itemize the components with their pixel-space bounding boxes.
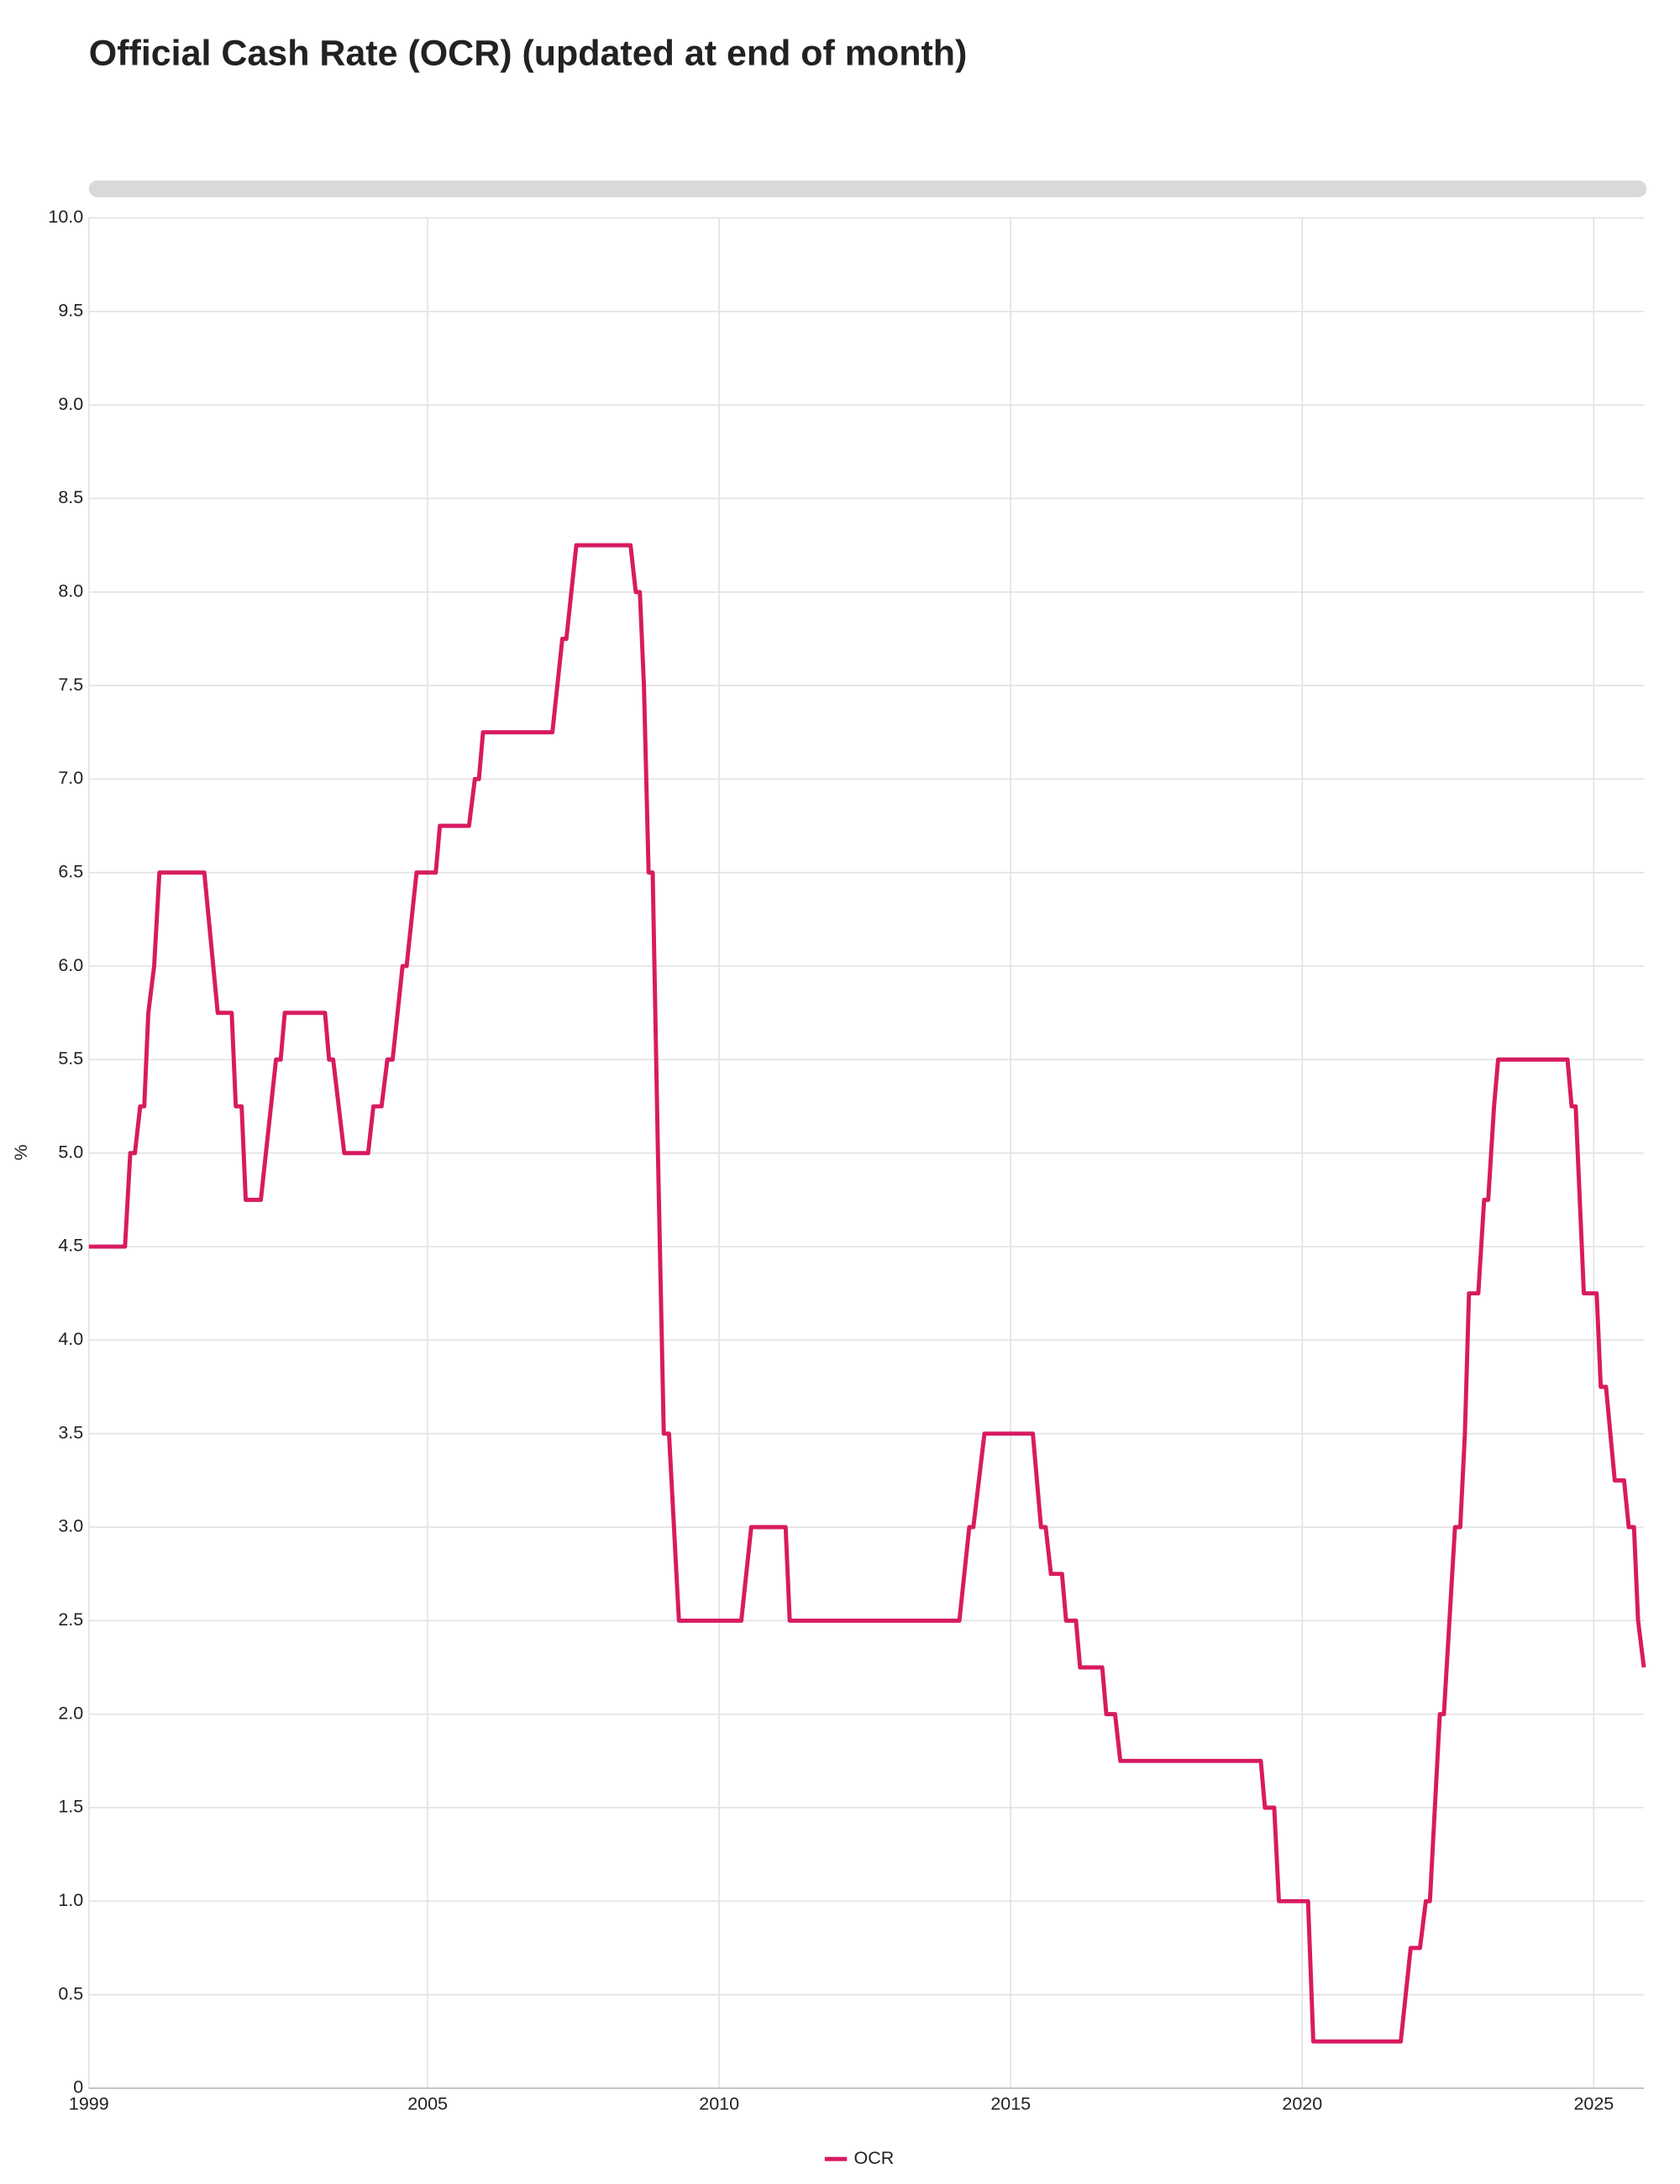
y-tick-label: 5.5 <box>58 1048 83 1068</box>
y-tick-label: 9.0 <box>58 394 83 414</box>
x-tick-label: 2010 <box>699 2093 739 2113</box>
y-tick-label: 9.5 <box>58 300 83 320</box>
y-tick-label: 0.5 <box>58 1983 83 2003</box>
y-tick-label: 1.0 <box>58 1890 83 1910</box>
y-tick-label: 8.0 <box>58 580 83 601</box>
y-tick-label: 7.5 <box>58 675 83 695</box>
y-tick-label: 3.5 <box>58 1422 83 1442</box>
y-tick-label: 4.5 <box>58 1236 83 1256</box>
y-tick-label: 8.5 <box>58 487 83 507</box>
x-tick-label: 2025 <box>1573 2093 1614 2113</box>
x-tick-label: 2020 <box>1282 2093 1322 2113</box>
legend-label: OCR <box>854 2148 895 2168</box>
x-tick-label: 2005 <box>407 2093 448 2113</box>
y-axis-label: % <box>11 1144 31 1160</box>
series-line <box>88 543 1646 2044</box>
x-tick-label: 2015 <box>990 2093 1031 2113</box>
y-tick-label: 1.5 <box>58 1797 83 1817</box>
x-tick-label: 1999 <box>69 2093 109 2113</box>
y-tick-label: 2.0 <box>58 1703 83 1723</box>
y-tick-label: 3.0 <box>58 1516 83 1536</box>
chart-title: Official Cash Rate (OCR) (updated at end… <box>89 33 968 73</box>
range-slider[interactable] <box>88 180 1647 197</box>
y-tick-label: 6.5 <box>58 861 83 881</box>
y-tick-label: 4.0 <box>58 1329 83 1349</box>
y-tick-label: 5.0 <box>58 1142 83 1162</box>
y-tick-label: 10.0 <box>48 207 83 227</box>
y-tick-label: 6.0 <box>58 955 83 975</box>
y-tick-label: 7.0 <box>58 768 83 788</box>
y-tick-label: 2.5 <box>58 1609 83 1630</box>
y-tick-label: 0 <box>73 2077 83 2097</box>
